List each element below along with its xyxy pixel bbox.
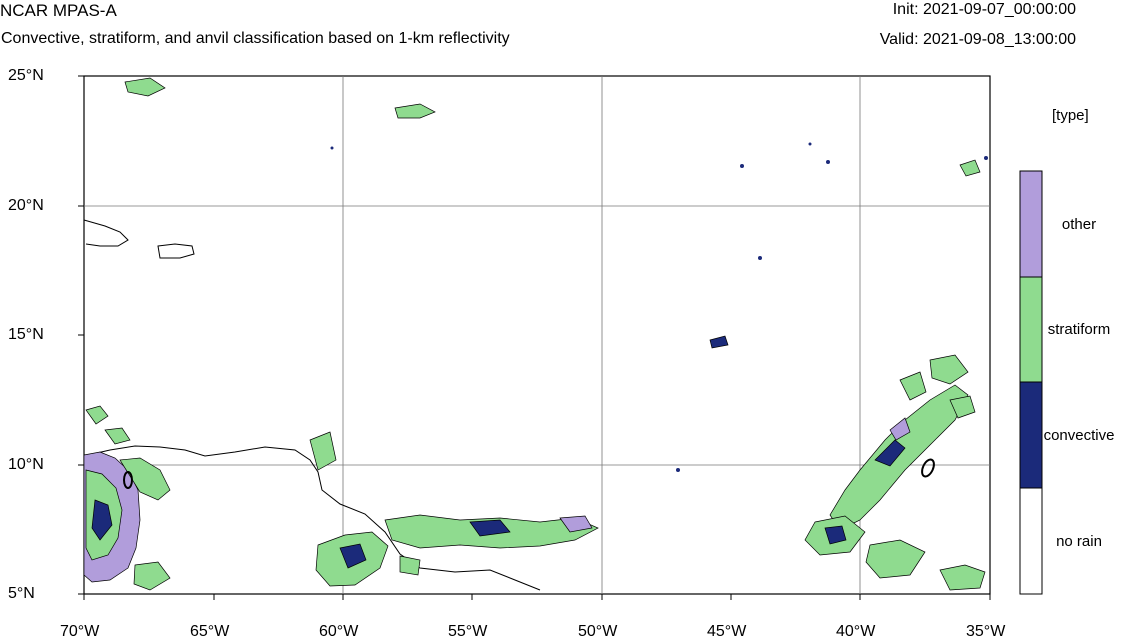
legend-label-no-rain: no rain <box>1056 533 1102 550</box>
lon-label-70w: 70°W <box>60 623 100 640</box>
coastline-puerto-rico <box>83 219 129 247</box>
lon-label-40w: 40°W <box>836 623 876 640</box>
lon-label-60w: 60°W <box>319 623 359 640</box>
legend-label-stratiform: stratiform <box>1047 321 1111 338</box>
lat-label-25n: 25°N <box>8 67 44 84</box>
axis-ticks <box>78 75 991 600</box>
lat-label-20n: 20°N <box>8 197 44 214</box>
precip-blobs <box>83 77 986 591</box>
coastlines <box>83 219 541 591</box>
lat-label-15n: 15°N <box>8 326 44 343</box>
legend-swatch-no-rain <box>1019 487 1043 595</box>
legend-label-convective: convective <box>1043 427 1115 444</box>
lon-label-50w: 50°W <box>578 623 618 640</box>
legend-colorbar <box>1019 170 1043 595</box>
valid-time: Valid: 2021-09-08_13:00:00 <box>879 31 1076 48</box>
lon-label-55w: 55°W <box>448 623 488 640</box>
isolated-cells <box>330 142 988 472</box>
map-subtitle: Convective, stratiform, and anvil classi… <box>1 30 510 47</box>
map-title: NCAR MPAS-A <box>0 1 117 20</box>
lat-label-5n: 5°N <box>8 585 35 602</box>
coastline-island-vi <box>157 243 195 259</box>
anvil-outlines <box>123 458 935 489</box>
legend-title: [type] <box>1052 107 1089 124</box>
legend-label-other: other <box>1061 216 1097 233</box>
coastline-south-america <box>83 445 541 591</box>
lat-label-10n: 10°N <box>8 456 44 473</box>
legend-swatch-other <box>1019 170 1043 278</box>
legend-swatch-convective <box>1019 381 1043 489</box>
lon-label-45w: 45°W <box>707 623 747 640</box>
legend-swatch-stratiform <box>1019 276 1043 383</box>
lon-label-35w: 35°W <box>966 623 1006 640</box>
init-time: Init: 2021-09-07_00:00:00 <box>892 1 1076 18</box>
lon-label-65w: 65°W <box>190 623 230 640</box>
